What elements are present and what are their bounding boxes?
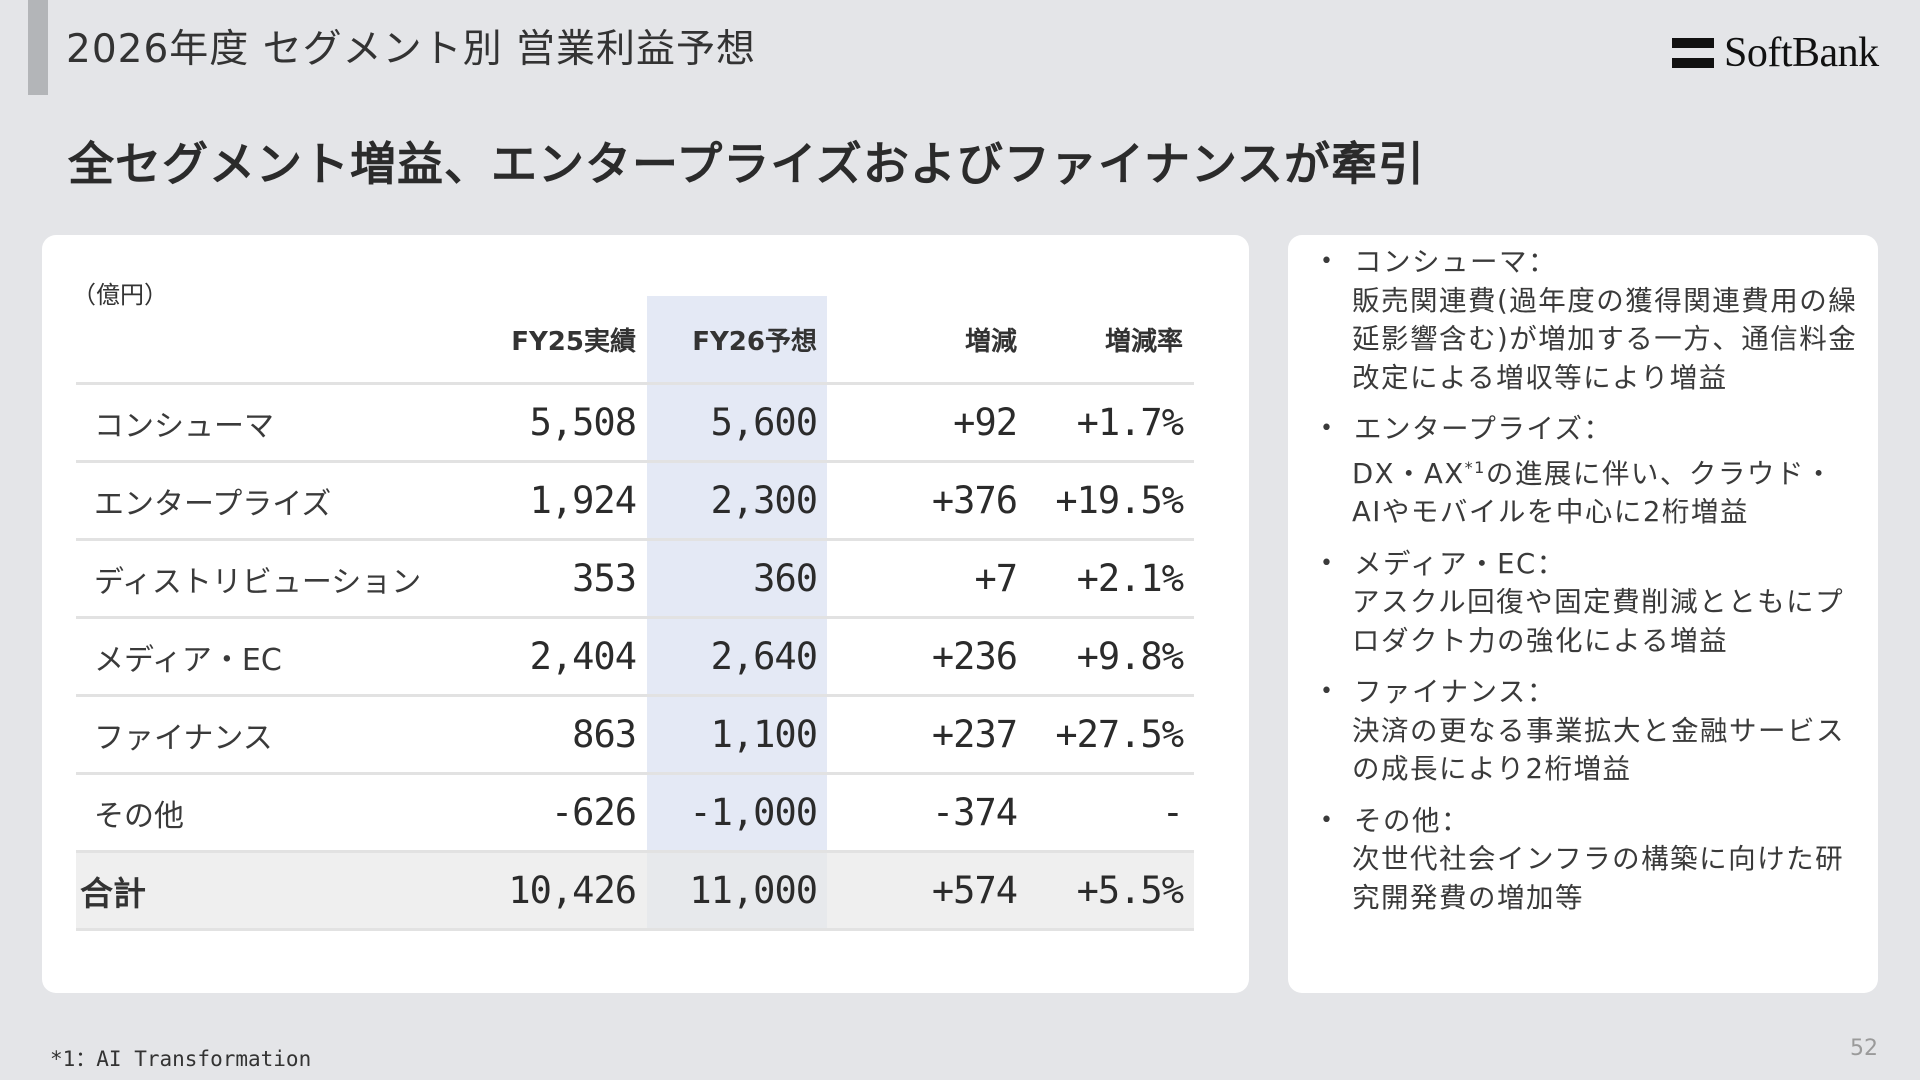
- bullet-icon: •: [1320, 807, 1335, 833]
- change-value: +92: [953, 401, 1018, 444]
- fy26-value: 360: [753, 557, 818, 600]
- unit-label: （億円）: [72, 281, 168, 309]
- change-rate-value: -: [1161, 791, 1184, 834]
- segment-name: ディストリビューション: [94, 564, 422, 600]
- change-value: +376: [931, 479, 1018, 522]
- note-title: コンシューマ：: [1354, 246, 1557, 278]
- note-body: 決済の更なる事業拡大と金融サービスの成長により2桁増益: [1352, 714, 1845, 786]
- note-enterprise: • エンタープライズ： DX・AX*1の進展に伴い、クラウド・AIやモバイルを中心…: [1318, 410, 1858, 532]
- header-change: 増減: [964, 326, 1017, 357]
- softbank-logo: SoftBank: [1672, 30, 1879, 76]
- page-title: 2026年度 セグメント別 営業利益予想: [66, 27, 757, 72]
- segment-name: エンタープライズ: [94, 486, 332, 522]
- note-title: エンタープライズ：: [1354, 413, 1613, 445]
- fy26-value: 2,640: [710, 635, 818, 678]
- note-body: 販売関連費(過年度の獲得関連費用の繰延影響含む)が増加する一方、通信料金改定によ…: [1352, 284, 1858, 394]
- segment-name: メディア・EC: [94, 642, 282, 678]
- fy26-highlight-column: [647, 296, 827, 928]
- fy25-value: 863: [572, 713, 637, 756]
- fy25-value: 353: [572, 557, 637, 600]
- note-media-ec: • メディア・EC： アスクル回復や固定費削減とともにプロダクト力の強化による増益: [1318, 545, 1858, 661]
- total-fy25-value: 10,426: [508, 869, 637, 912]
- fy25-value: 1,924: [529, 479, 637, 522]
- change-rate-value: +1.7%: [1076, 401, 1184, 444]
- table-row-finance: ファイナンス 863 1,100 +237 +27.5%: [76, 694, 1194, 772]
- note-other: • その他： 次世代社会インフラの構築に向けた研究開発費の増加等: [1318, 802, 1858, 918]
- fy25-value: 2,404: [529, 635, 637, 678]
- change-rate-value: +19.5%: [1055, 479, 1184, 522]
- table-row-consumer: コンシューマ 5,508 5,600 +92 +1.7%: [76, 382, 1194, 460]
- fy25-value: -626: [550, 791, 637, 834]
- fy26-value: -1,000: [689, 791, 818, 834]
- change-value: -374: [931, 791, 1018, 834]
- note-body: 次世代社会インフラの構築に向けた研究開発費の増加等: [1352, 843, 1845, 914]
- bullet-icon: •: [1320, 249, 1335, 274]
- note-title: ファイナンス：: [1354, 676, 1556, 709]
- table-row-enterprise: エンタープライズ 1,924 2,300 +376 +19.5%: [76, 460, 1194, 538]
- segment-name: その他: [94, 798, 184, 834]
- total-label: 合計: [80, 873, 146, 913]
- total-change-value: +574: [931, 869, 1018, 912]
- table-row-other: その他 -626 -1,000 -374 -: [76, 772, 1194, 850]
- header-fy25: FY25実績: [511, 326, 636, 357]
- bullet-icon: •: [1320, 679, 1335, 705]
- change-rate-value: +9.8%: [1076, 635, 1184, 678]
- segment-profit-table: FY25実績 FY26予想 増減 増減率 コンシューマ 5,508 5,600 …: [76, 296, 1194, 931]
- table-row-total: 合計 10,426 11,000 +574 +5.5%: [76, 850, 1194, 931]
- bullet-icon: •: [1320, 416, 1335, 441]
- softbank-logo-icon: [1672, 38, 1714, 68]
- fy26-value: 1,100: [710, 713, 818, 756]
- note-body: アスクル回復や固定費削減とともにプロダクト力の強化による増益: [1352, 586, 1845, 657]
- note-body-suffix: の進展に伴い、クラウド・AIやモバイルを中心に2桁増益: [1352, 457, 1834, 529]
- segment-name: コンシューマ: [94, 408, 274, 444]
- segment-notes-list: • コンシューマ： 販売関連費(過年度の獲得関連費用の繰延影響含む)が増加する一方…: [1318, 243, 1858, 930]
- note-finance: • ファイナンス： 決済の更なる事業拡大と金融サービスの成長により2桁増益: [1318, 673, 1858, 789]
- note-consumer: • コンシューマ： 販売関連費(過年度の獲得関連費用の繰延影響含む)が増加する一方…: [1318, 243, 1858, 397]
- fy25-value: 5,508: [529, 401, 637, 444]
- notes-card: • コンシューマ： 販売関連費(過年度の獲得関連費用の繰延影響含む)が増加する一方…: [1288, 235, 1878, 993]
- change-value: +237: [931, 713, 1018, 756]
- page-number: 52: [1850, 1036, 1878, 1061]
- logo-text: SoftBank: [1724, 30, 1879, 76]
- change-value: +7: [974, 557, 1018, 600]
- header-fy26: FY26予想: [692, 326, 817, 357]
- change-rate-value: +2.1%: [1076, 557, 1184, 600]
- change-value: +236: [931, 635, 1018, 678]
- table-row-distribution: ディストリビューション 353 360 +7 +2.1%: [76, 538, 1194, 616]
- footnote: *1：AI Transformation: [50, 1047, 312, 1071]
- title-accent-bar: [28, 0, 48, 95]
- slide-headline: 全セグメント増益、エンタープライズおよびファイナンスが牽引: [68, 137, 1426, 191]
- bullet-icon: •: [1320, 550, 1335, 576]
- total-fy26-value: 11,000: [689, 869, 818, 912]
- fy26-value: 5,600: [710, 401, 818, 444]
- note-body: DX・AX*1の進展に伴い、クラウド・AIやモバイルを中心に2桁増益: [1318, 449, 1858, 532]
- note-body-prefix: DX・AX: [1352, 457, 1465, 490]
- fy26-value: 2,300: [710, 479, 818, 522]
- table-row-media-ec: メディア・EC 2,404 2,640 +236 +9.8%: [76, 616, 1194, 694]
- note-title: メディア・EC：: [1354, 547, 1566, 580]
- footnote-marker: *1: [1464, 457, 1486, 477]
- header-change-rate: 増減率: [1104, 326, 1183, 357]
- segment-table-card: （億円） FY25実績 FY26予想 増減 増減率 コンシューマ 5,508 5…: [42, 235, 1249, 993]
- total-change-rate-value: +5.5%: [1076, 869, 1184, 912]
- change-rate-value: +27.5%: [1055, 713, 1184, 756]
- note-title: その他：: [1354, 804, 1470, 837]
- table-header-row: FY25実績 FY26予想 増減 増減率: [76, 296, 1194, 382]
- segment-name: ファイナンス: [94, 720, 273, 756]
